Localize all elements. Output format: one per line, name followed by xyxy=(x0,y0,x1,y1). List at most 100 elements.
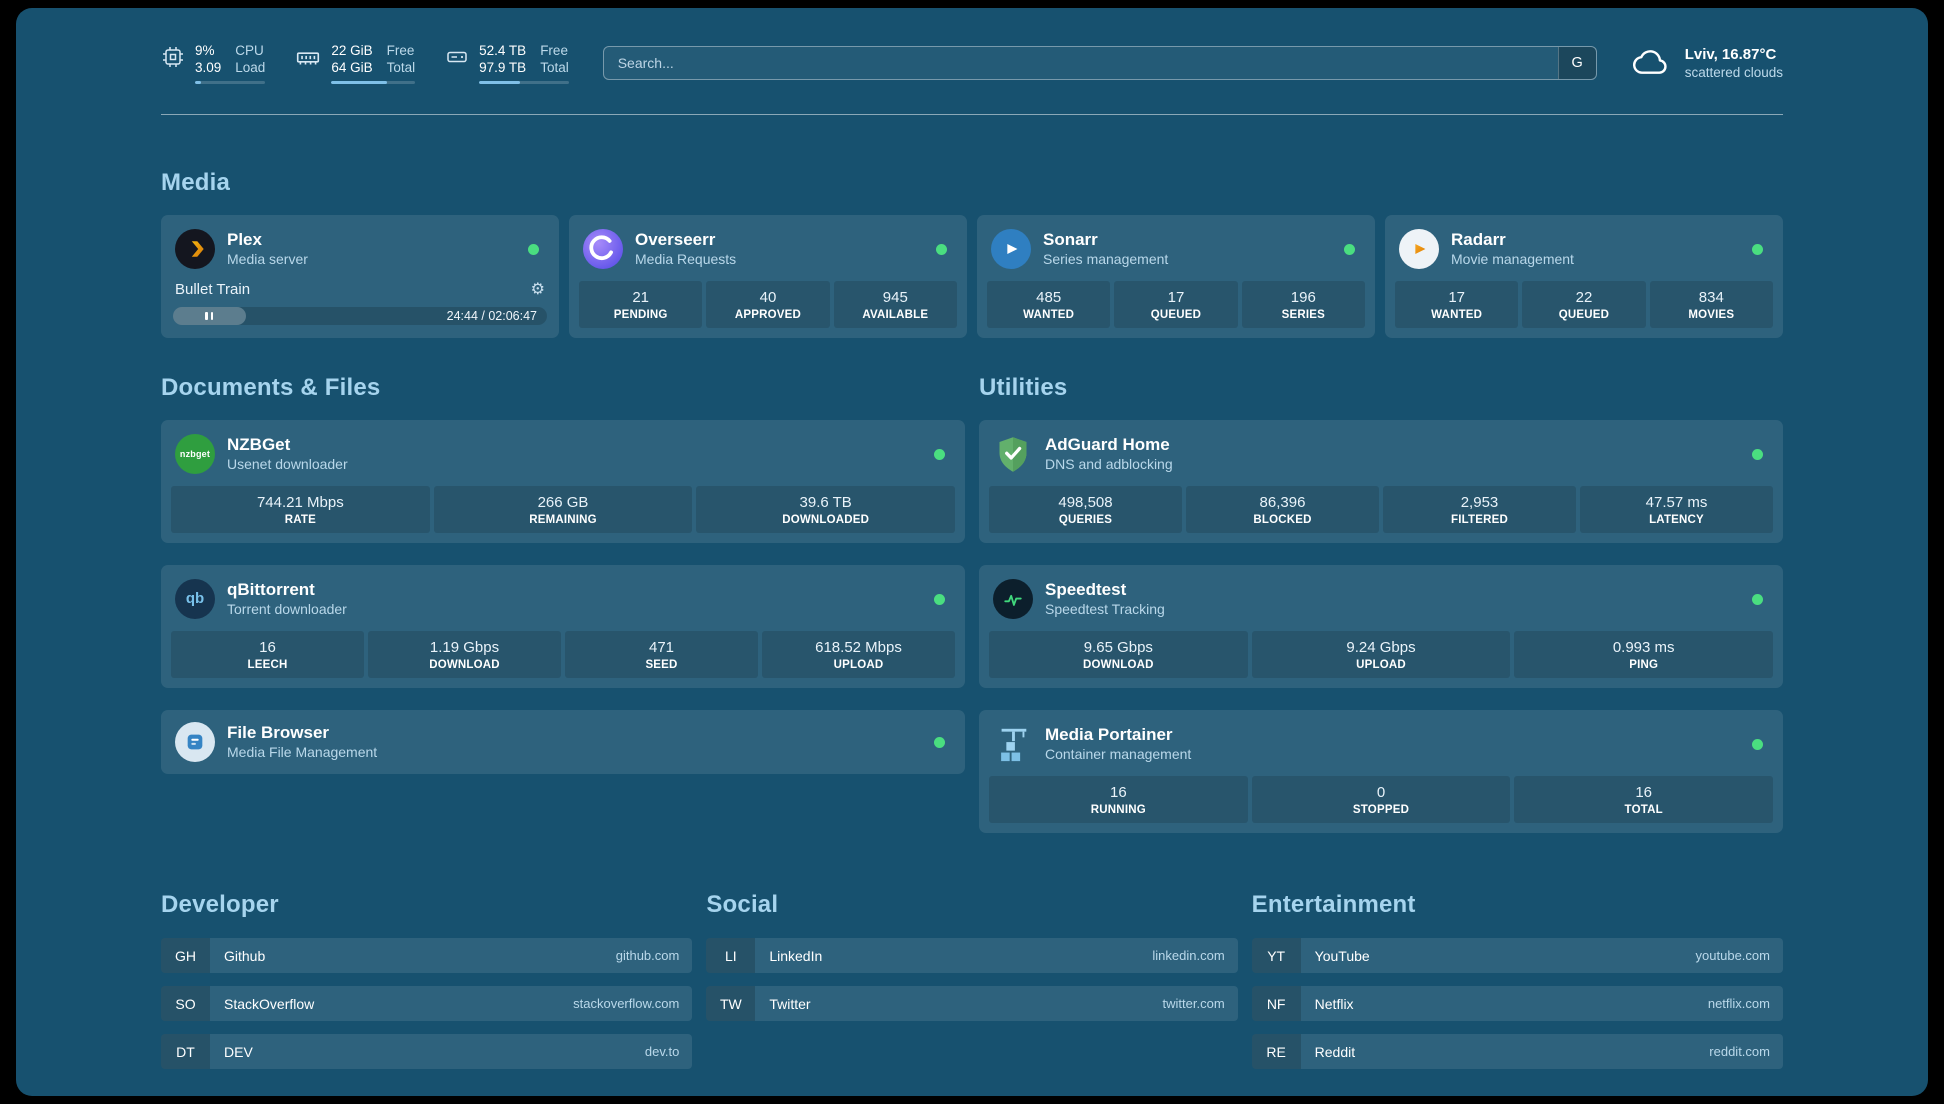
entertainment-group-title: Entertainment xyxy=(1251,891,1416,918)
disk-total: 97.9 TB xyxy=(479,60,527,75)
status-online-dot xyxy=(934,736,945,748)
playback-time: 24:44 / 02:06:47 xyxy=(446,309,537,323)
service-subtitle: Usenet downloader xyxy=(227,456,348,472)
status-online-dot xyxy=(1752,243,1763,255)
bookmark-reddit[interactable]: RE Reddit reddit.com xyxy=(1251,1034,1783,1069)
stat-upload: 9.24 Gbps UPLOAD xyxy=(1251,631,1511,678)
bookmark-abbr: SO xyxy=(161,986,210,1021)
bookmark-group-entertainment: Entertainment YT YouTube youtube.com NF … xyxy=(1251,891,1783,1069)
section-documents: Documents & Files nzbget NZBGet Usenet d… xyxy=(161,374,965,833)
bookmark-abbr: YT xyxy=(1251,938,1301,973)
cpu-usage-bar xyxy=(195,81,266,84)
stat-blocked: 86,396 BLOCKED xyxy=(1186,486,1379,533)
media-section-title: Media xyxy=(161,169,231,196)
topbar-divider xyxy=(161,114,1783,115)
cpu-widget: 9% 3.09 CPU Load xyxy=(161,42,266,84)
bookmark-linkedin[interactable]: LI LinkedIn linkedin.com xyxy=(706,938,1238,973)
weather-widget: Lviv, 16.87°C scattered clouds xyxy=(1631,46,1783,80)
pause-icon[interactable] xyxy=(173,307,246,325)
bookmark-abbr: GH xyxy=(161,938,210,973)
bookmark-name: LinkedIn xyxy=(769,947,823,964)
adguard-shield-icon xyxy=(993,434,1033,474)
stat-queued: 22 QUEUED xyxy=(1522,281,1646,328)
search-provider-button[interactable]: G xyxy=(1557,47,1596,79)
bookmark-stackoverflow[interactable]: SO StackOverflow stackoverflow.com xyxy=(161,986,693,1021)
status-online-dot xyxy=(934,593,945,605)
documents-section-title: Documents & Files xyxy=(161,374,381,401)
playback-progress-bar: 24:44 / 02:06:47 xyxy=(173,307,547,325)
service-card-qbittorrent[interactable]: qb qBittorrent Torrent downloader 16 LEEC… xyxy=(161,565,965,688)
stat-approved: 40 APPROVED xyxy=(706,281,830,328)
qbittorrent-icon: qb xyxy=(175,579,215,619)
service-subtitle: Media Requests xyxy=(635,251,737,267)
service-name: Plex xyxy=(227,230,262,249)
search-input[interactable] xyxy=(603,47,1558,79)
bookmark-twitter[interactable]: TW Twitter twitter.com xyxy=(706,986,1238,1021)
bookmark-name: Github xyxy=(224,947,266,964)
portainer-crane-icon xyxy=(993,724,1033,764)
bookmark-abbr: NF xyxy=(1251,986,1301,1021)
service-subtitle: Speedtest Tracking xyxy=(1045,601,1165,617)
weather-location: Lviv, 16.87°C xyxy=(1684,46,1777,63)
dashboard-screen: 9% 3.09 CPU Load xyxy=(16,8,1928,1096)
bookmark-abbr: DT xyxy=(161,1034,210,1069)
bookmark-dev[interactable]: DT DEV dev.to xyxy=(161,1034,693,1069)
cpu-percent: 9% xyxy=(195,43,215,58)
memory-usage-bar xyxy=(331,81,416,84)
service-card-nzbget[interactable]: nzbget NZBGet Usenet downloader 744.21 M… xyxy=(161,420,965,543)
cpu-icon xyxy=(161,45,185,69)
bookmark-name: Netflix xyxy=(1314,995,1354,1012)
section-media: Media Plex Media server Bullet Train ⚙ xyxy=(161,169,1783,338)
disk-icon xyxy=(445,45,469,69)
resource-widgets: 9% 3.09 CPU Load xyxy=(161,42,569,84)
stat-wanted: 17 WANTED xyxy=(1395,281,1519,328)
stat-queries: 498,508 QUERIES xyxy=(989,486,1182,533)
memory-icon xyxy=(295,45,321,71)
search-bar: G xyxy=(602,46,1597,80)
bookmark-name: DEV xyxy=(224,1043,253,1060)
service-card-plex[interactable]: Plex Media server Bullet Train ⚙ 24:44 /… xyxy=(161,215,559,338)
sonarr-icon xyxy=(991,229,1031,269)
status-online-dot xyxy=(1752,593,1763,605)
stat-pending: 21 PENDING xyxy=(579,281,703,328)
service-subtitle: Media File Management xyxy=(227,744,378,760)
service-card-portainer[interactable]: Media Portainer Container management 16 R… xyxy=(979,710,1783,833)
memory-widget: 22 GiB 64 GiB Free Total xyxy=(295,42,416,84)
service-card-adguard[interactable]: AdGuard Home DNS and adblocking 498,508 Q… xyxy=(979,420,1783,543)
service-card-speedtest[interactable]: Speedtest Speedtest Tracking 9.65 Gbps DO… xyxy=(979,565,1783,688)
bookmark-youtube[interactable]: YT YouTube youtube.com xyxy=(1251,938,1783,973)
speedtest-icon xyxy=(993,579,1033,619)
service-name: Speedtest xyxy=(1045,580,1127,599)
bookmark-name: Reddit xyxy=(1314,1043,1356,1060)
service-subtitle: Torrent downloader xyxy=(227,601,347,617)
bookmark-netflix[interactable]: NF Netflix netflix.com xyxy=(1251,986,1783,1021)
service-subtitle: Container management xyxy=(1045,746,1192,762)
stat-seed: 471 SEED xyxy=(565,631,758,678)
section-utilities: Utilities AdGuard Home DNS and adblockin… xyxy=(979,374,1783,833)
status-online-dot xyxy=(934,448,945,460)
service-card-filebrowser[interactable]: File Browser Media File Management xyxy=(161,710,965,774)
cpu-load: 3.09 xyxy=(195,60,222,75)
stat-series: 196 SERIES xyxy=(1241,281,1365,328)
bookmark-domain: youtube.com xyxy=(1695,948,1770,963)
service-card-overseerr[interactable]: Overseerr Media Requests 21 PENDING 40 APP… xyxy=(569,215,967,338)
stat-stopped: 0 STOPPED xyxy=(1251,776,1511,823)
stat-download: 1.19 Gbps DOWNLOAD xyxy=(368,631,561,678)
bookmark-github[interactable]: GH Github github.com xyxy=(161,938,693,973)
stat-latency: 47.57 ms LATENCY xyxy=(1580,486,1773,533)
topbar: 9% 3.09 CPU Load xyxy=(161,42,1783,84)
bookmark-domain: twitter.com xyxy=(1162,996,1225,1011)
plex-icon xyxy=(175,229,215,269)
stat-ping: 0.993 ms PING xyxy=(1514,631,1774,678)
status-online-dot xyxy=(1752,738,1763,750)
social-group-title: Social xyxy=(706,891,779,918)
gear-icon[interactable]: ⚙ xyxy=(530,280,545,298)
dashboard-content: 9% 3.09 CPU Load xyxy=(161,42,1783,1069)
service-card-sonarr[interactable]: Sonarr Series management 485 WANTED 17 QUE… xyxy=(977,215,1375,338)
weather-condition: scattered clouds xyxy=(1684,65,1783,80)
stat-leech: 16 LEECH xyxy=(171,631,364,678)
bookmark-abbr: TW xyxy=(706,986,756,1021)
utilities-section-title: Utilities xyxy=(979,374,1068,401)
service-card-radarr[interactable]: Radarr Movie management 17 WANTED 22 QUEUE… xyxy=(1385,215,1783,338)
overseerr-icon xyxy=(583,229,623,269)
